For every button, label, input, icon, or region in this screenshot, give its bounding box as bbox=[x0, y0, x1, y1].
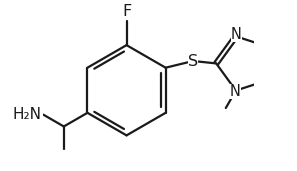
Text: H₂N: H₂N bbox=[12, 107, 41, 122]
Text: N: N bbox=[230, 84, 241, 99]
Text: N: N bbox=[231, 27, 242, 42]
Text: S: S bbox=[188, 54, 198, 69]
Text: F: F bbox=[122, 4, 131, 18]
